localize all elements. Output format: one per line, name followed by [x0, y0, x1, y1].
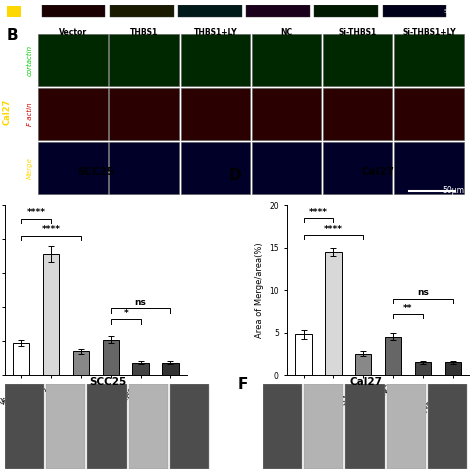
FancyBboxPatch shape: [252, 88, 321, 140]
Text: D: D: [229, 168, 241, 183]
Text: Cal27: Cal27: [349, 377, 383, 387]
FancyBboxPatch shape: [323, 142, 392, 194]
Bar: [102, 340, 119, 375]
Bar: [132, 363, 149, 375]
FancyBboxPatch shape: [394, 88, 464, 140]
Bar: [295, 334, 312, 375]
FancyBboxPatch shape: [170, 384, 209, 469]
Bar: [385, 337, 401, 375]
FancyBboxPatch shape: [428, 384, 467, 469]
Y-axis label: Area of Merge/area(%): Area of Merge/area(%): [255, 242, 264, 338]
FancyBboxPatch shape: [110, 5, 173, 17]
Text: THBS1: THBS1: [130, 28, 158, 37]
FancyBboxPatch shape: [87, 384, 127, 469]
Text: Cal27: Cal27: [2, 99, 11, 125]
Title: Cal27: Cal27: [362, 167, 395, 177]
FancyBboxPatch shape: [109, 88, 179, 140]
FancyBboxPatch shape: [263, 384, 302, 469]
Text: **: **: [403, 303, 413, 312]
Text: Vector: Vector: [59, 28, 87, 37]
FancyBboxPatch shape: [394, 34, 464, 86]
FancyBboxPatch shape: [314, 5, 378, 17]
FancyBboxPatch shape: [38, 34, 108, 86]
FancyBboxPatch shape: [304, 384, 343, 469]
Bar: [13, 343, 29, 375]
FancyBboxPatch shape: [128, 384, 168, 469]
Bar: [325, 252, 342, 375]
Text: 50μm: 50μm: [444, 9, 460, 14]
FancyBboxPatch shape: [252, 142, 321, 194]
FancyBboxPatch shape: [109, 34, 179, 86]
FancyBboxPatch shape: [181, 88, 250, 140]
FancyBboxPatch shape: [181, 142, 250, 194]
FancyBboxPatch shape: [323, 88, 392, 140]
FancyBboxPatch shape: [181, 34, 250, 86]
FancyBboxPatch shape: [383, 5, 446, 17]
FancyBboxPatch shape: [246, 5, 310, 17]
Text: ****: ****: [42, 226, 61, 235]
FancyBboxPatch shape: [42, 5, 105, 17]
Text: B: B: [7, 28, 18, 43]
Bar: [162, 363, 179, 375]
FancyBboxPatch shape: [46, 384, 85, 469]
Text: NC: NC: [281, 28, 292, 37]
Text: ****: ****: [309, 208, 328, 217]
Text: cortactin: cortactin: [27, 45, 33, 76]
Bar: [73, 351, 89, 375]
Text: ns: ns: [135, 298, 146, 307]
FancyBboxPatch shape: [394, 142, 464, 194]
FancyBboxPatch shape: [7, 6, 21, 17]
Text: Si-THBS1: Si-THBS1: [338, 28, 377, 37]
Text: F: F: [238, 377, 248, 392]
Text: THBS1+LY: THBS1+LY: [193, 28, 237, 37]
FancyBboxPatch shape: [38, 88, 108, 140]
Bar: [355, 354, 372, 375]
FancyBboxPatch shape: [387, 384, 426, 469]
Text: 50μm: 50μm: [443, 186, 465, 195]
FancyBboxPatch shape: [346, 384, 384, 469]
Text: Si-THBS1+LY: Si-THBS1+LY: [402, 28, 456, 37]
FancyBboxPatch shape: [5, 384, 44, 469]
Text: ****: ****: [324, 225, 343, 234]
FancyBboxPatch shape: [323, 34, 392, 86]
FancyBboxPatch shape: [178, 5, 242, 17]
FancyBboxPatch shape: [109, 142, 179, 194]
Bar: [415, 362, 431, 375]
Text: SCC25: SCC25: [89, 377, 127, 387]
FancyBboxPatch shape: [38, 142, 108, 194]
Bar: [445, 362, 461, 375]
Title: SCC25: SCC25: [77, 167, 114, 177]
FancyBboxPatch shape: [252, 34, 321, 86]
Text: ns: ns: [417, 288, 429, 297]
Text: *: *: [123, 309, 128, 318]
Text: Merge: Merge: [27, 157, 33, 179]
Bar: [43, 254, 59, 375]
Text: ****: ****: [27, 209, 46, 218]
Text: F actin: F actin: [27, 102, 33, 126]
